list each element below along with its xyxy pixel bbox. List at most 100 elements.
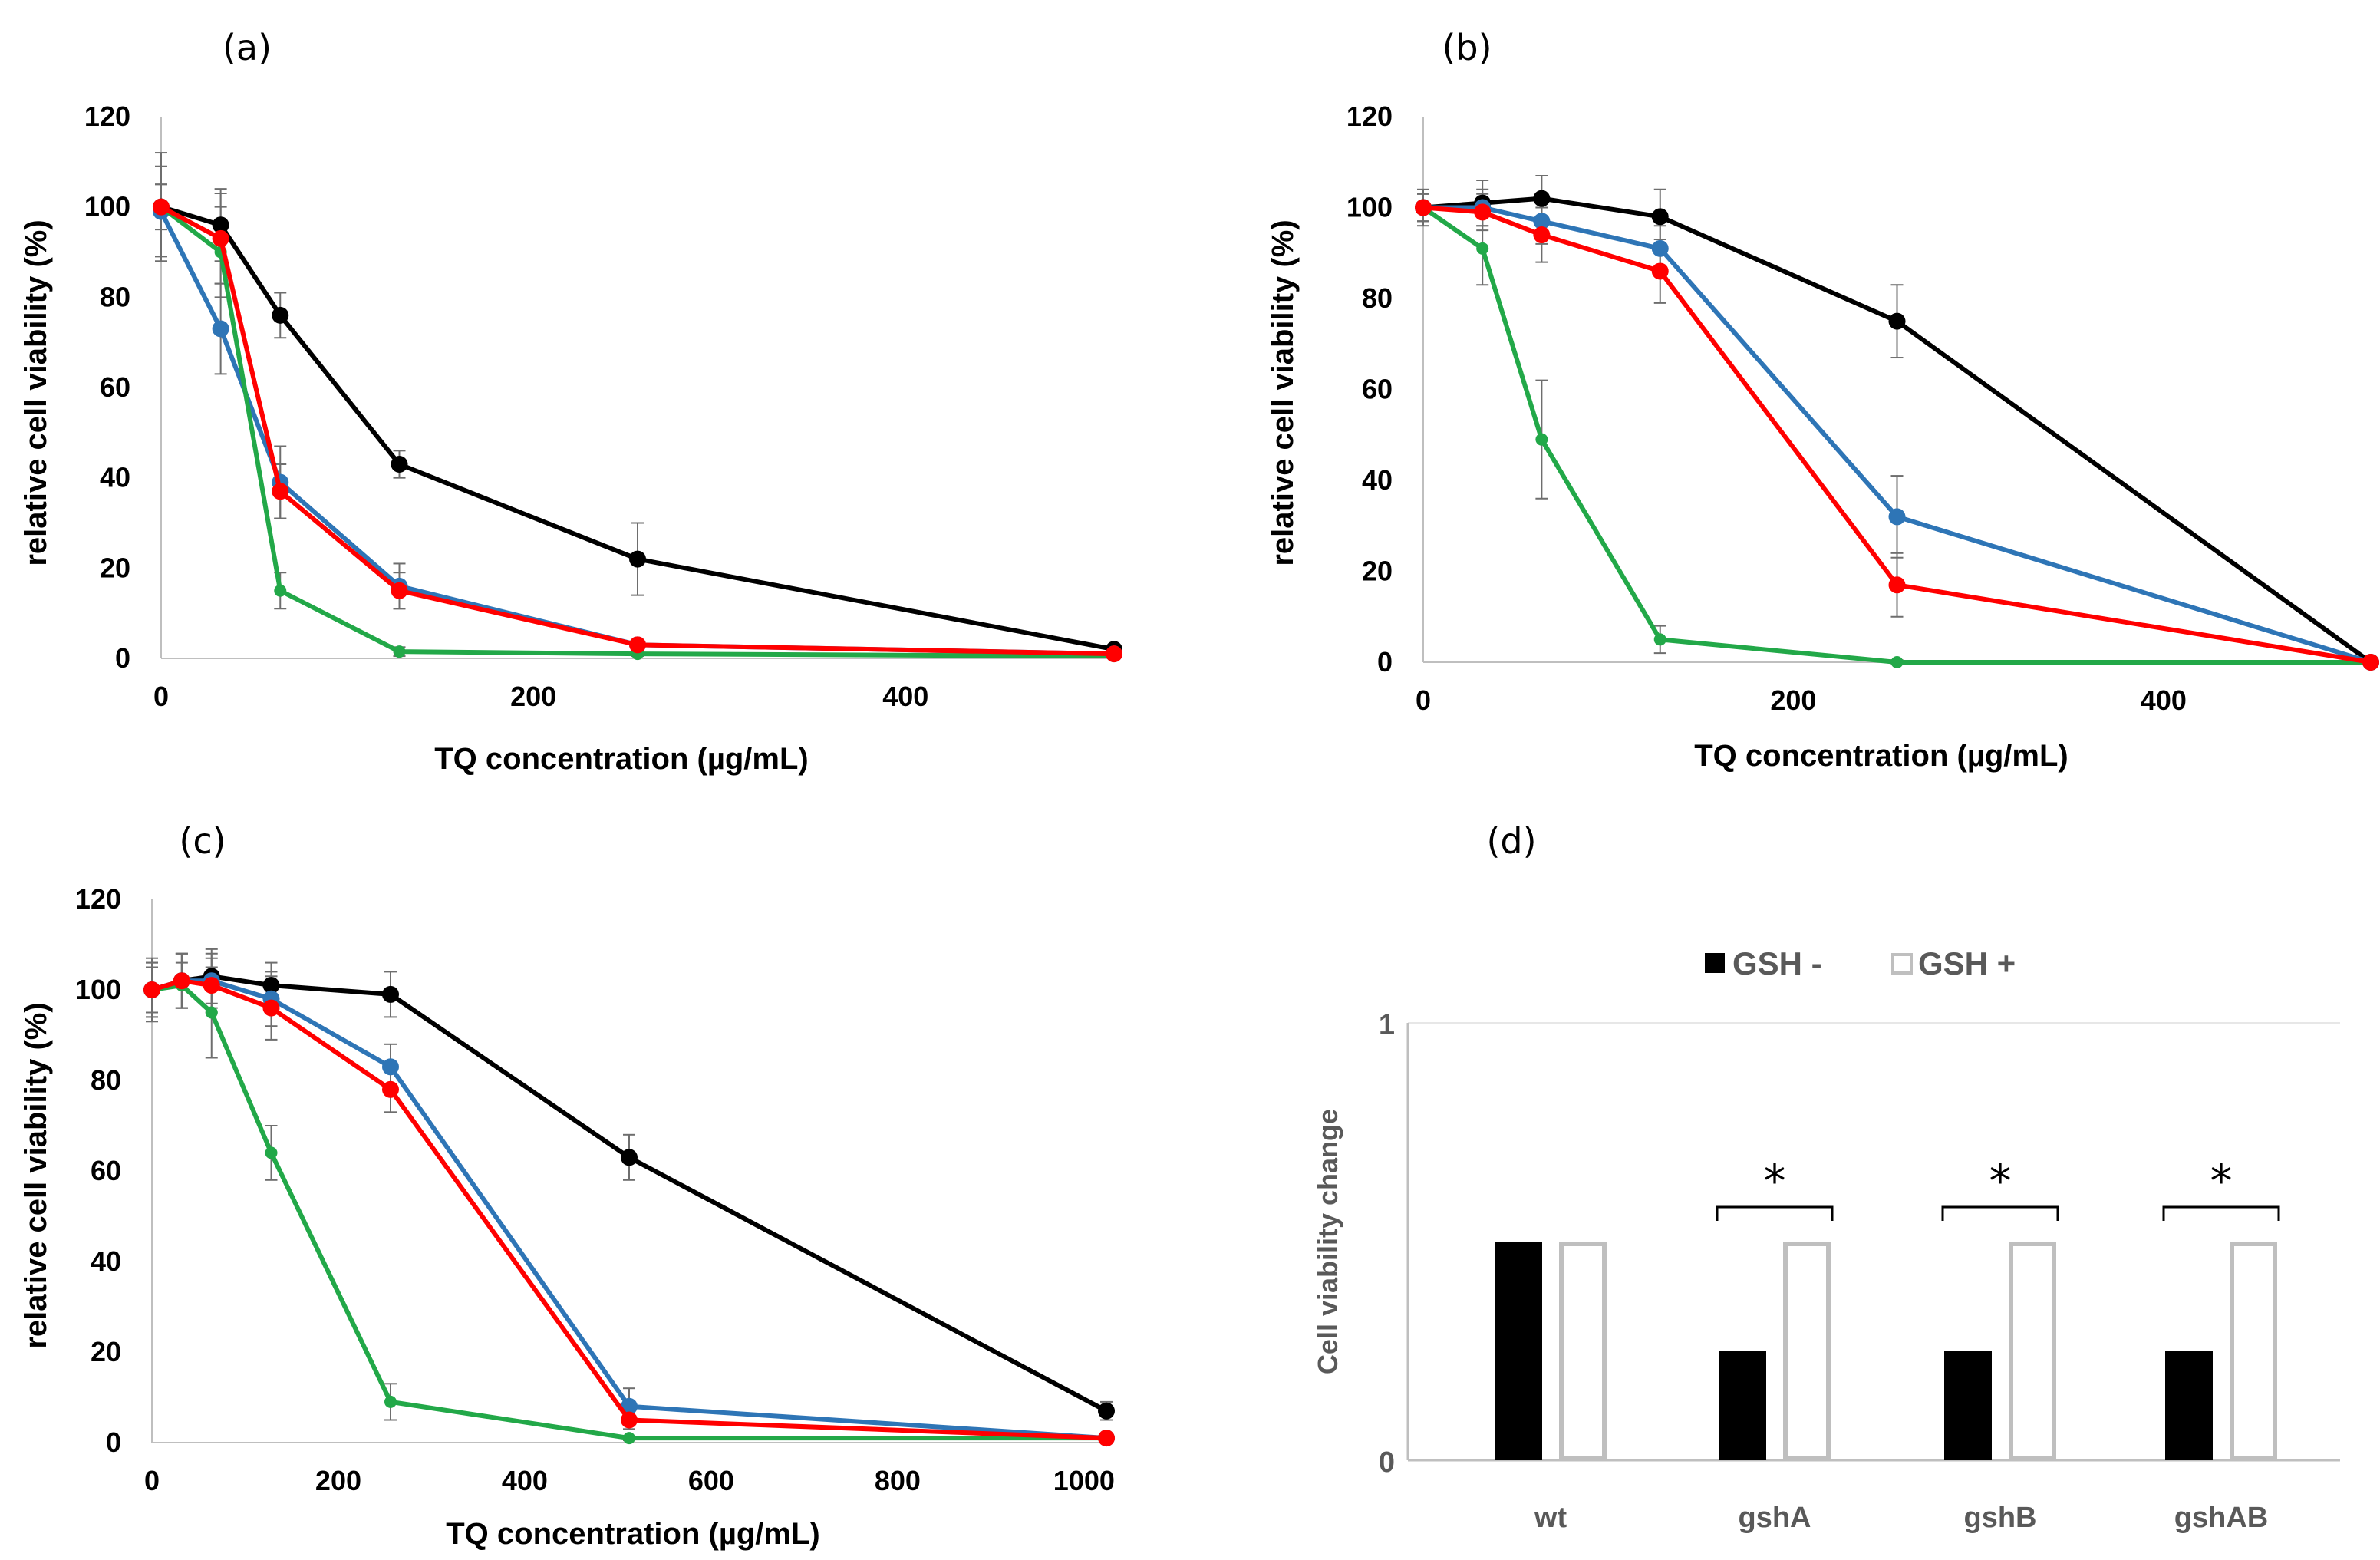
panel-c-series-blue-point bbox=[382, 1058, 399, 1076]
panel-c-series-green-point bbox=[384, 1395, 397, 1408]
panel-d-legend: GSH - GSH + bbox=[1705, 945, 2016, 981]
panel-b-series-blue-point bbox=[1888, 508, 1906, 526]
bar-gshA-gsh-plus bbox=[1783, 1242, 1831, 1460]
panel-a-y-tick-100: 100 bbox=[84, 191, 130, 223]
panel-a-series-green-point bbox=[393, 645, 406, 658]
panel-d-bars bbox=[1495, 1242, 2277, 1460]
panel-b-x-axis-title: TQ concentration (µg/mL) bbox=[1694, 739, 2068, 773]
panel-a-series-red-point bbox=[212, 229, 229, 247]
panel-d-y-axis-title: Cell viability change bbox=[1312, 1109, 1343, 1374]
panel-c-y-tick-40: 40 bbox=[91, 1245, 121, 1277]
legend-label-gsh-plus: GSH + bbox=[1918, 945, 2016, 981]
panel-c-x-tick-800: 800 bbox=[875, 1465, 921, 1496]
panel-b-y-tick-120: 120 bbox=[1347, 101, 1393, 132]
panel-b-series-red-line bbox=[1422, 205, 2372, 665]
bar-wt-gsh-minus bbox=[1495, 1242, 1542, 1460]
panel-a-series-blue-point bbox=[212, 320, 229, 338]
panel-c-x-tick-600: 600 bbox=[688, 1465, 734, 1496]
panel-c: (c) 0 20 40 60 80 100 120 0 200 400 600 800 1000 TQ… bbox=[19, 820, 1115, 1551]
panel-b-letter: (b) bbox=[1442, 27, 1492, 68]
bar-wt-gsh-plus bbox=[1559, 1242, 1607, 1460]
panel-d: (d) GSH - GSH + 1 0 Cell viability chang… bbox=[1312, 820, 2340, 1534]
panel-b-series-blue-line bbox=[1423, 205, 2372, 665]
panel-c-series-red-point bbox=[173, 972, 190, 990]
bar-gshB-gsh-minus bbox=[1944, 1351, 1992, 1460]
panel-c-y-tick-20: 20 bbox=[91, 1336, 121, 1367]
panel-b-x-tick-labels: 0 200 400 bbox=[1416, 684, 2187, 716]
panel-c-y-axis-title: relative cell viability (%) bbox=[19, 1002, 53, 1348]
panel-a-series-black-point bbox=[391, 456, 408, 473]
panel-c-series-green-point bbox=[205, 1006, 218, 1019]
panel-b-y-tick-100: 100 bbox=[1347, 192, 1393, 223]
panel-b-x-tick-400: 400 bbox=[2141, 684, 2187, 716]
legend-swatch-gsh-plus bbox=[1891, 953, 1913, 975]
legend-label-gsh-minus: GSH - bbox=[1732, 945, 1822, 981]
panel-c-letter: (c) bbox=[179, 820, 226, 862]
panel-a-letter: (a) bbox=[223, 27, 272, 68]
panel-a-series-red-point bbox=[391, 582, 408, 599]
panel-a-series-red-point bbox=[629, 636, 646, 654]
panel-c-series bbox=[143, 948, 1115, 1447]
panel-c-x-tick-400: 400 bbox=[502, 1465, 548, 1496]
panel-b-y-tick-60: 60 bbox=[1362, 374, 1393, 405]
panel-b-series-black-point bbox=[1888, 312, 1906, 330]
panel-a-y-tick-40: 40 bbox=[100, 462, 130, 493]
significance-bracket-gshB bbox=[1941, 1205, 2059, 1221]
panel-a-series-red-point bbox=[153, 198, 170, 216]
panel-b-series-green-line bbox=[1422, 206, 2371, 665]
category-label-gshA: gshA bbox=[1739, 1502, 1811, 1534]
panel-a-y-tick-20: 20 bbox=[100, 552, 130, 583]
panel-b-series-red-point bbox=[1651, 262, 1669, 280]
panel-a-y-tick-labels: 0 20 40 60 80 100 120 bbox=[84, 101, 130, 674]
panel-a-x-axis-title: TQ concentration (µg/mL) bbox=[434, 742, 808, 776]
panel-c-series-red-point bbox=[203, 977, 220, 994]
panel-c-series-red-point bbox=[143, 981, 160, 998]
panel-b-x-tick-0: 0 bbox=[1416, 684, 1431, 716]
panel-a-series bbox=[153, 152, 1122, 663]
panel-a-y-tick-80: 80 bbox=[100, 281, 130, 312]
bar-gshAB-gsh-minus bbox=[2165, 1351, 2213, 1460]
category-label-gshB: gshB bbox=[1964, 1502, 2037, 1534]
panel-b-series-green-point bbox=[1890, 656, 1904, 668]
panel-c-y-tick-120: 120 bbox=[75, 883, 121, 915]
panel-c-x-tick-1000: 1000 bbox=[1053, 1465, 1115, 1496]
panel-d-significance: * * * bbox=[1716, 1155, 2280, 1221]
category-label-wt: wt bbox=[1534, 1502, 1567, 1534]
panel-b-y-tick-80: 80 bbox=[1362, 282, 1393, 314]
panel-b-series-black-point bbox=[1651, 208, 1669, 226]
panel-c-series-black-point bbox=[382, 985, 399, 1003]
panel-a-series-red-point bbox=[272, 483, 289, 500]
significance-bracket-gshA bbox=[1716, 1205, 1834, 1221]
panel-c-series-black-point bbox=[1098, 1402, 1115, 1420]
panel-c-y-tick-60: 60 bbox=[91, 1155, 121, 1186]
legend-swatch-gsh-minus bbox=[1705, 953, 1725, 973]
panel-b-series-green-point bbox=[1476, 242, 1489, 255]
panel-b-series-green-point bbox=[1653, 633, 1666, 646]
panel-b-y-tick-20: 20 bbox=[1362, 556, 1393, 587]
significance-star-gshAB: * bbox=[2210, 1155, 2233, 1207]
panel-c-y-tick-80: 80 bbox=[91, 1064, 121, 1096]
panel-a-y-tick-60: 60 bbox=[100, 371, 130, 403]
panel-a-series-green-point bbox=[274, 584, 287, 597]
panel-c-x-tick-labels: 0 200 400 600 800 1000 bbox=[144, 1465, 1115, 1496]
panel-d-category-labels: wt gshA gshB gshAB bbox=[1534, 1502, 2268, 1534]
panel-c-series-blue-line bbox=[151, 978, 1107, 1441]
panel-c-series-red-point bbox=[621, 1411, 638, 1429]
panel-a: (a) 0 20 40 60 80 100 120 0 200 400 TQ concentra… bbox=[19, 27, 1122, 776]
panel-b-series-black-line bbox=[1422, 196, 2372, 665]
panel-c-series-red-point bbox=[1098, 1430, 1115, 1447]
panel-b-series-blue-point bbox=[1533, 213, 1551, 230]
panel-c-series-red-point bbox=[382, 1080, 399, 1098]
panel-a-series-black-point bbox=[272, 306, 289, 324]
panel-b-x-tick-200: 200 bbox=[1770, 684, 1816, 716]
panel-a-series-green-line bbox=[160, 205, 1115, 659]
panel-c-series-black-point bbox=[262, 977, 280, 994]
bar-gshB-gsh-plus bbox=[2009, 1242, 2056, 1460]
panel-d-letter: (d) bbox=[1486, 820, 1536, 862]
panel-c-series-black-point bbox=[621, 1149, 638, 1166]
panel-a-y-axis-title: relative cell viability (%) bbox=[19, 219, 53, 566]
significance-bracket-gshAB bbox=[2162, 1205, 2280, 1221]
panel-b-y-tick-labels: 0 20 40 60 80 100 120 bbox=[1347, 101, 1393, 678]
panel-a-y-tick-0: 0 bbox=[115, 642, 130, 674]
